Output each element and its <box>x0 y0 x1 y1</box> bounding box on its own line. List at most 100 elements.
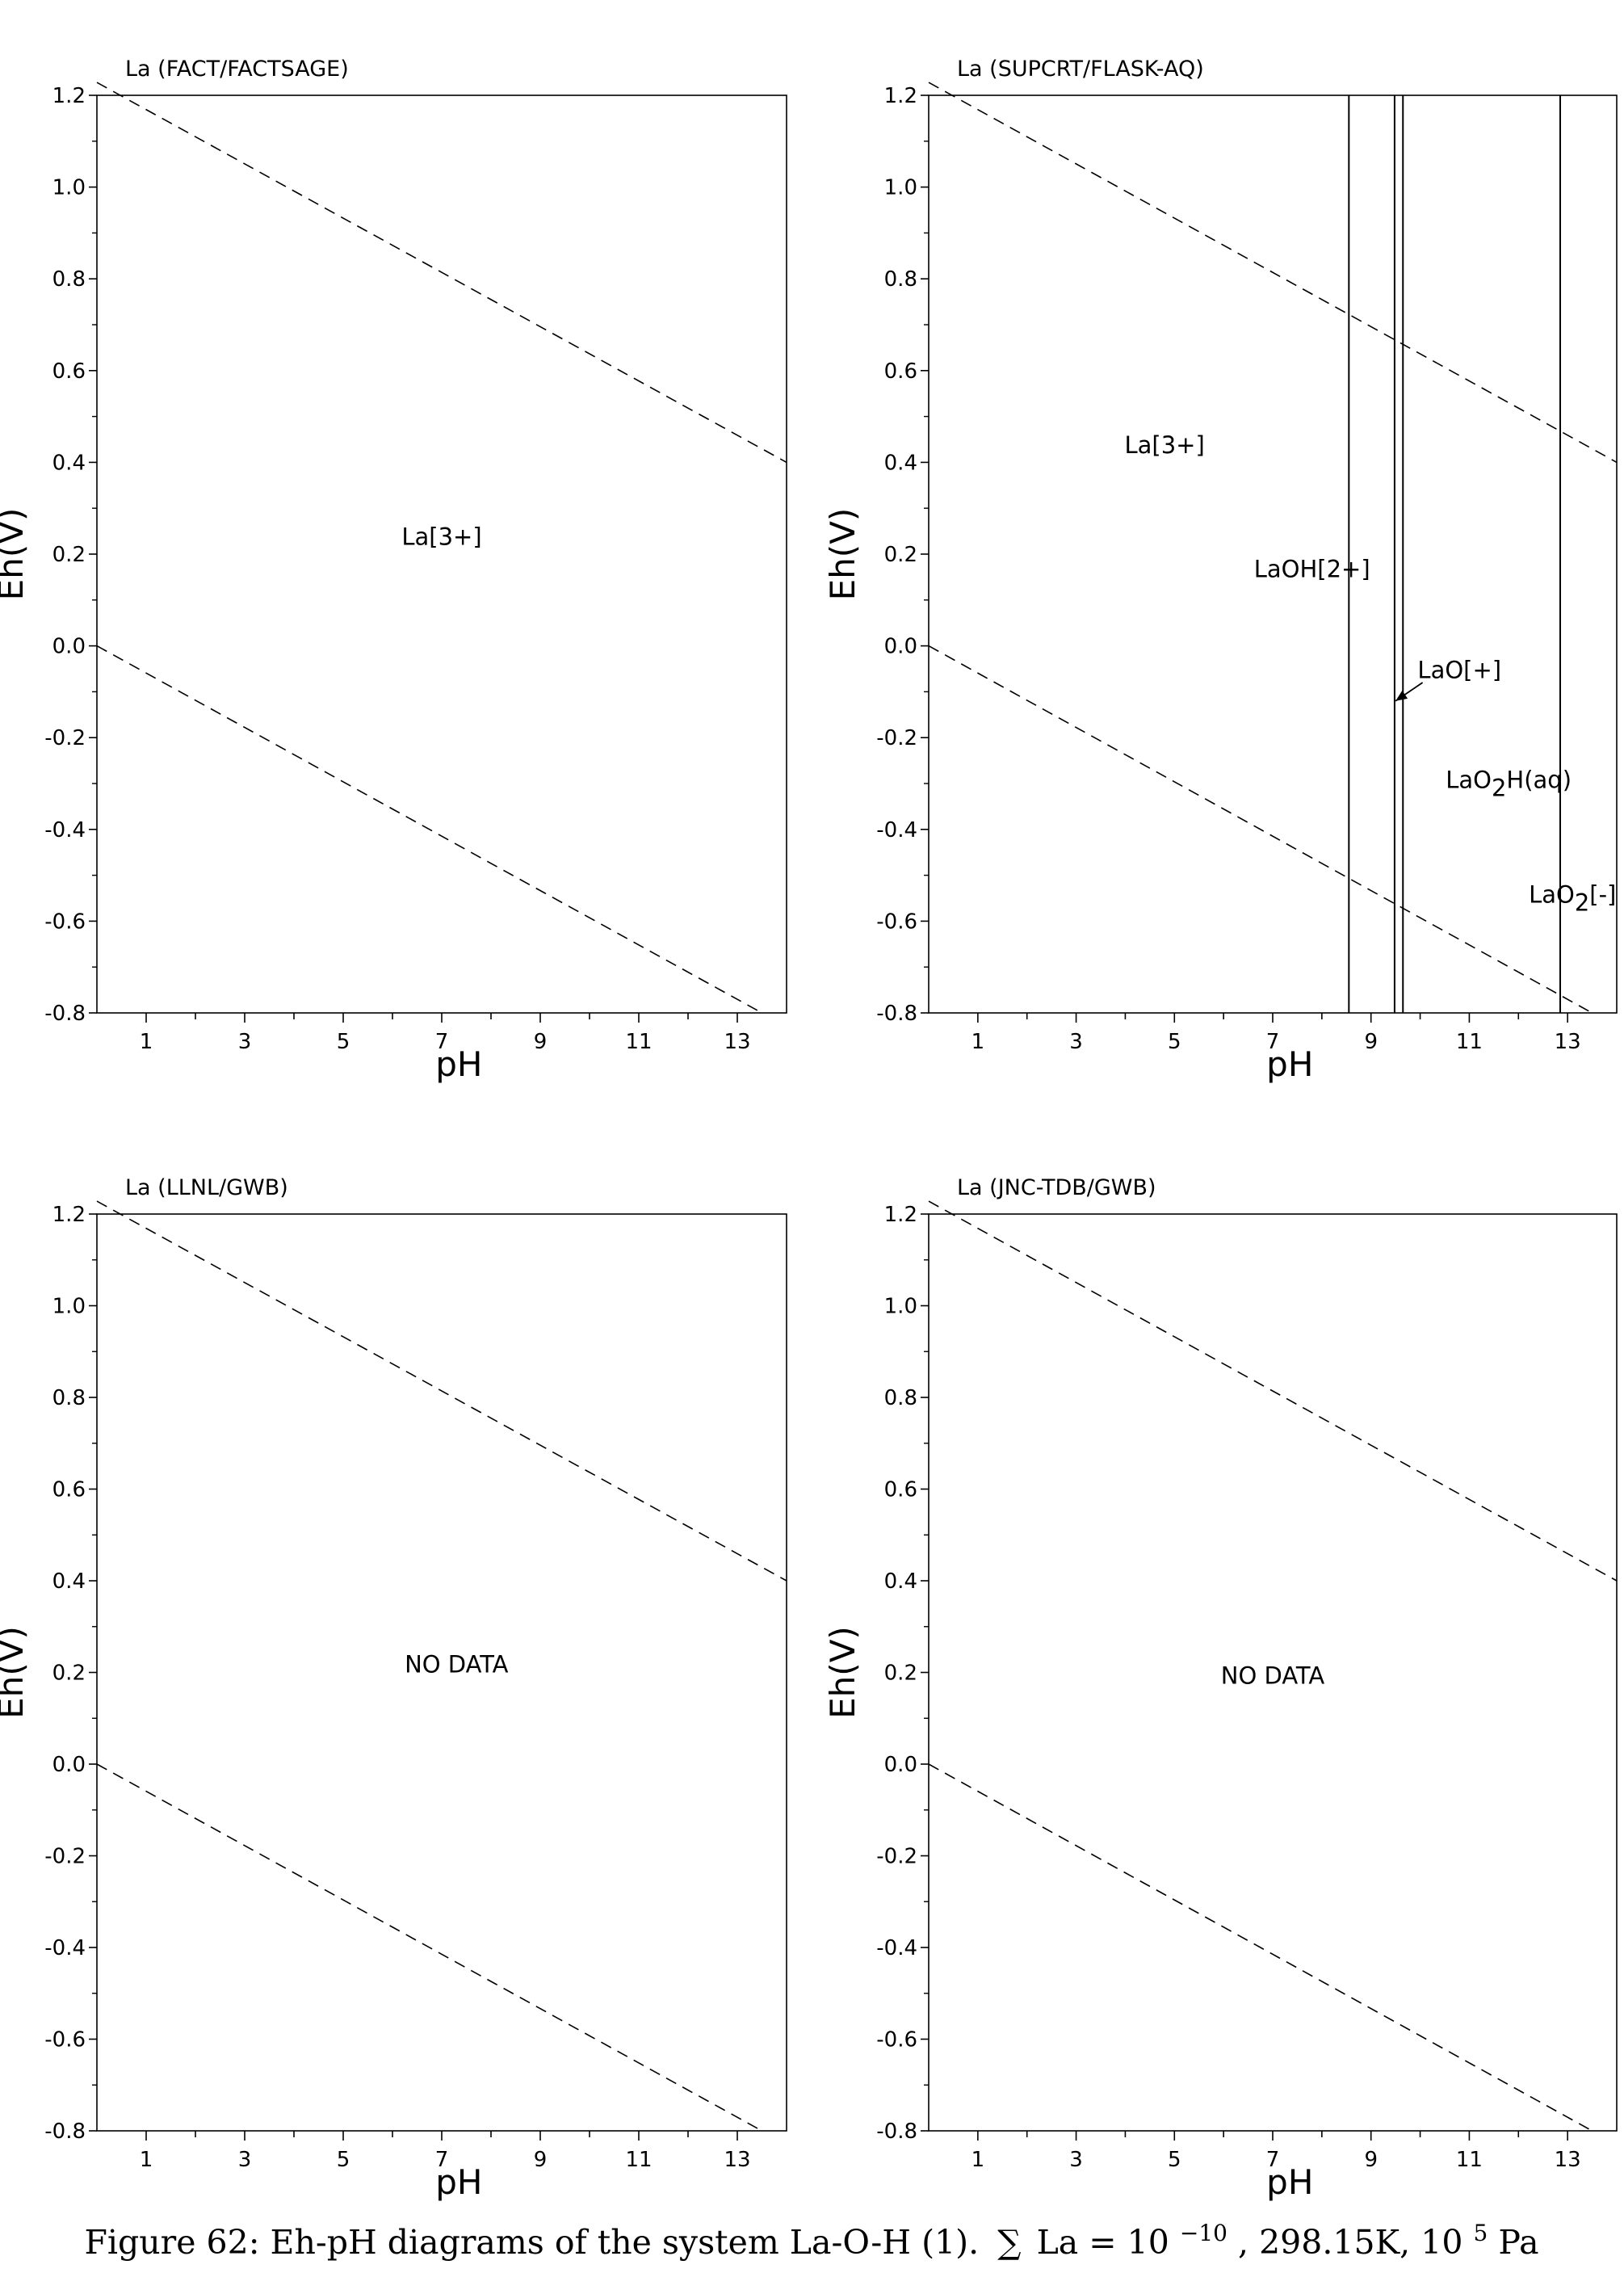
y-tick-label: 1.2 <box>884 84 917 108</box>
y-tick-label: 1.0 <box>884 176 917 200</box>
species-label: NO DATA <box>1221 1662 1325 1690</box>
y-tick-label: -0.6 <box>876 910 917 934</box>
water-oxidation-line <box>96 1200 787 1582</box>
x-tick-label: 1 <box>971 1030 985 1054</box>
x-tick-label: 13 <box>1555 2148 1581 2172</box>
y-tick-label: 0.6 <box>884 359 917 384</box>
x-tick-label: 5 <box>1168 2148 1181 2172</box>
x-axis-label: pH <box>435 1044 482 1084</box>
x-tick-label: 1 <box>140 2148 153 2172</box>
y-tick-label: -0.2 <box>44 1845 86 1869</box>
x-tick-label: 13 <box>724 1030 750 1054</box>
y-tick-label: -0.8 <box>44 2120 86 2144</box>
x-tick-label: 11 <box>625 1030 652 1054</box>
x-tick-label: 7 <box>435 1030 449 1054</box>
y-tick-label: 0.6 <box>52 359 86 384</box>
y-tick-label: -0.4 <box>44 818 86 842</box>
y-tick-label: 1.2 <box>884 1203 917 1227</box>
x-tick-label: 1 <box>971 2148 985 2172</box>
water-reduction-line <box>96 1763 762 2132</box>
y-tick-label: 1.0 <box>52 176 86 200</box>
caption-pressure-exponent: 5 <box>1473 2220 1488 2246</box>
x-tick-label: 5 <box>1168 1030 1181 1054</box>
x-tick-label: 5 <box>337 2148 350 2172</box>
y-tick-label: 0.6 <box>52 1478 86 1502</box>
y-tick-label: -0.4 <box>876 1936 917 1960</box>
caption-pressure-unit: Pa <box>1498 2223 1538 2262</box>
y-tick-label: 0.2 <box>52 543 86 567</box>
y-tick-label: -0.4 <box>44 1936 86 1960</box>
x-tick-label: 7 <box>435 2148 449 2172</box>
x-tick-label: 1 <box>140 1030 153 1054</box>
y-tick-label: 0.8 <box>884 1386 917 1410</box>
y-tick-label: -0.2 <box>44 726 86 750</box>
x-axis-label: pH <box>435 2162 482 2202</box>
x-tick-label: 13 <box>724 2148 750 2172</box>
panel-title: La (SUPCRT/FLASK-AQ) <box>957 57 1204 82</box>
x-tick-label: 9 <box>534 1030 548 1054</box>
water-oxidation-line <box>96 82 787 464</box>
y-tick-label: 0.0 <box>52 1753 86 1777</box>
x-axis-label: pH <box>1266 2162 1313 2202</box>
species-label: La[3+] <box>401 523 481 551</box>
y-tick-label: -0.6 <box>876 2028 917 2052</box>
caption-prefix: Figure 62: Eh-pH diagrams of the system … <box>84 2223 979 2262</box>
y-tick-label: -0.8 <box>44 1002 86 1026</box>
species-label: LaO2H(aq) <box>1446 767 1572 802</box>
panel-title: La (LLNL/GWB) <box>125 1175 288 1200</box>
caption-rest: , 298.15K, 10 <box>1238 2223 1462 2262</box>
x-tick-label: 3 <box>238 2148 252 2172</box>
plot-frame <box>928 95 1618 1014</box>
x-tick-label: 9 <box>1364 2148 1378 2172</box>
y-tick-label: 0.4 <box>884 451 917 475</box>
y-tick-label: 0.0 <box>884 635 917 659</box>
species-label: LaOH[2+] <box>1254 555 1370 582</box>
y-axis-label: Eh(V) <box>823 508 862 601</box>
y-axis-label: Eh(V) <box>823 1626 862 1719</box>
x-tick-label: 7 <box>1266 1030 1280 1054</box>
y-tick-label: 0.2 <box>884 543 917 567</box>
y-tick-label: 0.4 <box>52 1569 86 1594</box>
species-label: LaO2[-] <box>1529 881 1616 917</box>
y-tick-label: -0.2 <box>876 1845 917 1869</box>
x-tick-label: 13 <box>1555 1030 1581 1054</box>
y-tick-label: 0.4 <box>52 451 86 475</box>
x-tick-label: 3 <box>1069 2148 1083 2172</box>
panel-2: La (SUPCRT/FLASK-AQ) -0.8 -0.6 -0.4 -0.2 0.0 0… <box>823 57 1618 1084</box>
y-axis-label: Eh(V) <box>0 508 31 601</box>
y-tick-label: 0.8 <box>52 1386 86 1410</box>
x-tick-label: 9 <box>534 2148 548 2172</box>
y-tick-label: -0.4 <box>876 818 917 842</box>
y-axis-label: Eh(V) <box>0 1626 31 1719</box>
y-tick-label: 0.2 <box>884 1662 917 1686</box>
caption-subject: La <box>1037 2223 1079 2262</box>
plot-frame <box>96 95 787 1014</box>
y-tick-label: 0.2 <box>52 1662 86 1686</box>
y-tick-label: -0.2 <box>876 726 917 750</box>
caption-equals: = <box>1089 2223 1127 2262</box>
x-tick-label: 11 <box>625 2148 652 2172</box>
panel-title: La (JNC-TDB/GWB) <box>957 1175 1156 1200</box>
panel-3: La (LLNL/GWB) -0.8 -0.6 -0.4 -0.2 0.0 0.2 0.4 0.… <box>0 1175 787 2202</box>
y-tick-label: 0.4 <box>884 1569 917 1594</box>
water-reduction-line <box>96 645 762 1014</box>
y-tick-label: 0.0 <box>884 1753 917 1777</box>
y-tick-label: -0.6 <box>44 2028 86 2052</box>
water-oxidation-line <box>928 82 1618 464</box>
caption-exponent: −10 <box>1180 2220 1227 2246</box>
y-tick-label: 1.0 <box>884 1295 917 1319</box>
water-reduction-line <box>928 645 1593 1014</box>
x-tick-label: 3 <box>238 1030 252 1054</box>
caption-sum: ∑ <box>997 2223 1021 2262</box>
x-tick-label: 9 <box>1364 1030 1378 1054</box>
x-tick-label: 7 <box>1266 2148 1280 2172</box>
water-reduction-line <box>928 1763 1593 2132</box>
x-tick-label: 11 <box>1456 1030 1483 1054</box>
panel-4: La (JNC-TDB/GWB) -0.8 -0.6 -0.4 -0.2 0.0 0.2 0.… <box>823 1175 1618 2202</box>
y-tick-label: -0.6 <box>44 910 86 934</box>
y-tick-label: 0.8 <box>52 267 86 292</box>
y-tick-label: 1.2 <box>52 1203 86 1227</box>
y-tick-label: 1.2 <box>52 84 86 108</box>
y-tick-label: 0.0 <box>52 635 86 659</box>
